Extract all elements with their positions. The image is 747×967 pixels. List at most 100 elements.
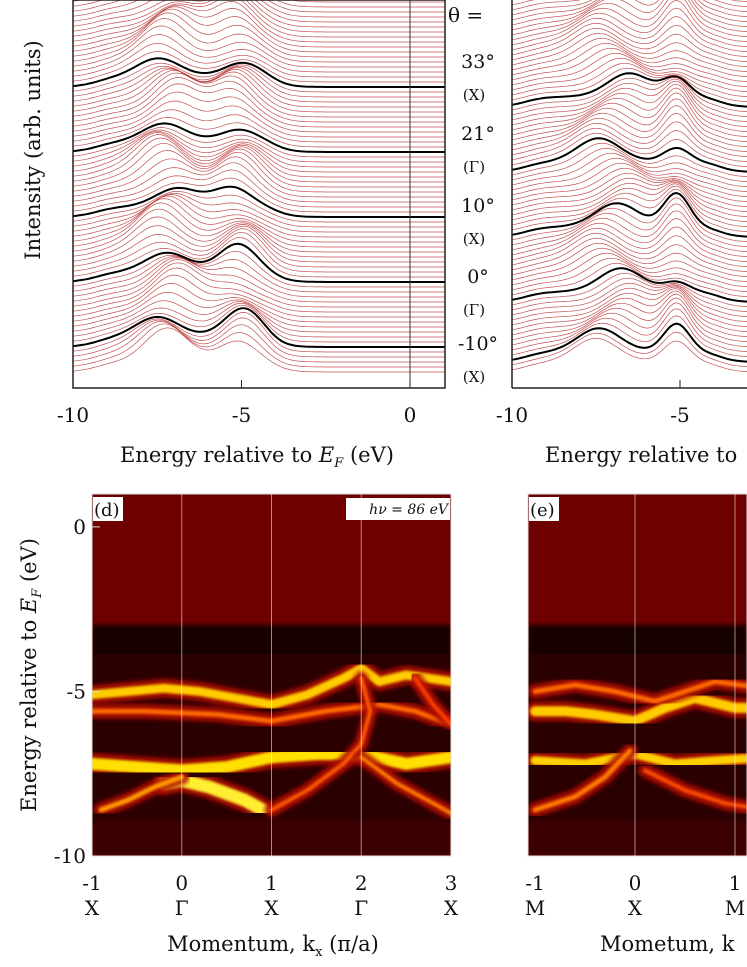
panel-e-xtick-point: X <box>628 896 643 920</box>
top-right-curve <box>512 132 747 167</box>
top-right-curve <box>512 83 747 127</box>
top-left-curve <box>73 195 445 238</box>
panel-d-band <box>98 774 185 813</box>
top-right-curve-highlight <box>512 267 747 303</box>
top-left-xlabel: Energy relative to EF (eV) <box>120 443 394 471</box>
top-right-curve <box>512 290 747 332</box>
panel-d-ylabel: Energy relative to EF (eV) <box>17 538 45 812</box>
top-right-curve <box>512 226 747 262</box>
panel-e-bands <box>528 674 747 818</box>
top-left-curve <box>73 0 445 8</box>
top-left-curve <box>73 0 445 38</box>
panel-d-label: (d) <box>94 500 120 521</box>
top-right-xticks: -10 -5 <box>496 380 690 427</box>
top-left-curve-highlight <box>73 307 445 348</box>
panel-d-xtick-label: -1 <box>82 871 101 895</box>
top-right-curve <box>512 167 747 202</box>
theta-header: θ = <box>448 3 483 27</box>
top-left-curve <box>73 67 445 103</box>
top-right-plot-area <box>512 0 747 388</box>
top-left-curve <box>73 137 445 183</box>
panel-d-band <box>92 663 451 710</box>
top-right-curve <box>512 315 747 357</box>
panel-d-xtick-point: Γ <box>175 896 189 920</box>
top-left-curve <box>73 156 445 198</box>
angle-theta-label: 10° <box>461 195 495 217</box>
top-right-curve <box>512 252 747 287</box>
top-left-xtick-label: -10 <box>57 403 89 427</box>
top-left-curve <box>73 134 445 178</box>
top-left-curve <box>73 51 445 83</box>
top-right-curve <box>512 272 747 307</box>
top-left-curve <box>73 302 445 338</box>
top-right-curve <box>512 77 747 112</box>
top-right-curve <box>512 286 747 322</box>
panel-e-band <box>530 749 747 769</box>
panel-e-label-box <box>529 497 559 521</box>
top-right-curve <box>512 80 747 122</box>
top-left-curve <box>73 162 445 203</box>
top-left-curve <box>73 6 445 48</box>
top-left-curve <box>73 283 445 323</box>
top-right-curve <box>512 37 747 72</box>
top-left-curve <box>73 109 445 143</box>
top-left-curve <box>73 327 445 373</box>
top-left-curve <box>73 68 445 108</box>
top-left-curve <box>73 65 445 98</box>
panel-d-xlabel: Momentum, kx (π/a) <box>167 932 379 960</box>
top-right-curve <box>512 52 747 87</box>
top-right-curve-highlight <box>512 191 747 238</box>
top-left-curve <box>73 250 445 288</box>
top-right-curve <box>512 0 747 17</box>
top-left-curve <box>73 129 445 163</box>
panel-d-xtick-point: X <box>444 896 459 920</box>
angle-point-label: (X) <box>463 368 485 386</box>
top-right-curves <box>512 0 747 372</box>
panel-d-ytick-label: -5 <box>67 679 86 703</box>
top-right-curve <box>512 172 747 207</box>
top-right-curve <box>512 16 747 52</box>
top-right-curve <box>512 42 747 77</box>
angle-theta-label: 33° <box>461 51 495 73</box>
top-left-curve <box>73 1 445 43</box>
top-right-curve <box>512 0 747 42</box>
top-left-curve <box>73 62 445 93</box>
top-left-curve <box>73 274 445 318</box>
photon-label-box <box>346 498 450 520</box>
top-right-curve <box>512 331 747 367</box>
top-right-curve <box>512 308 747 352</box>
panel-d-band <box>92 702 451 727</box>
top-right-curve <box>512 0 747 37</box>
panel-d-xtick-label: 2 <box>355 871 368 895</box>
top-left-curve <box>73 304 445 343</box>
top-left-curve-highlight <box>73 185 445 218</box>
panel-d-xtick-point: X <box>85 896 100 920</box>
panel-e-gridlines <box>634 494 736 856</box>
top-left-curve <box>73 291 445 328</box>
top-right-curve <box>512 27 747 62</box>
top-left-curve <box>73 216 445 258</box>
top-right-curve <box>512 282 747 317</box>
panel-e-frame <box>527 493 747 857</box>
angle-theta-label: -10° <box>458 333 498 355</box>
panel-e-label: (e) <box>530 500 555 521</box>
top-left-curve <box>73 0 445 13</box>
top-left-curve <box>73 0 445 23</box>
top-left-curve <box>73 323 445 368</box>
top-right-xlabel: Energy relative to <box>545 443 737 467</box>
top-right-curve <box>512 87 747 132</box>
panel-e-xtick-label: 1 <box>729 871 742 895</box>
top-left-xtick-label: -5 <box>232 403 251 427</box>
top-right-curve <box>512 185 747 227</box>
panel-d-ytick-label: 0 <box>73 515 86 539</box>
top-right-curve <box>512 218 747 257</box>
top-left-curve <box>73 192 445 228</box>
top-right-curve <box>512 177 747 212</box>
top-right-curve <box>512 67 747 102</box>
top-right-curve <box>512 210 747 252</box>
top-left-curve <box>73 18 445 63</box>
top-right-curve <box>512 157 747 192</box>
top-right-curve <box>512 237 747 272</box>
